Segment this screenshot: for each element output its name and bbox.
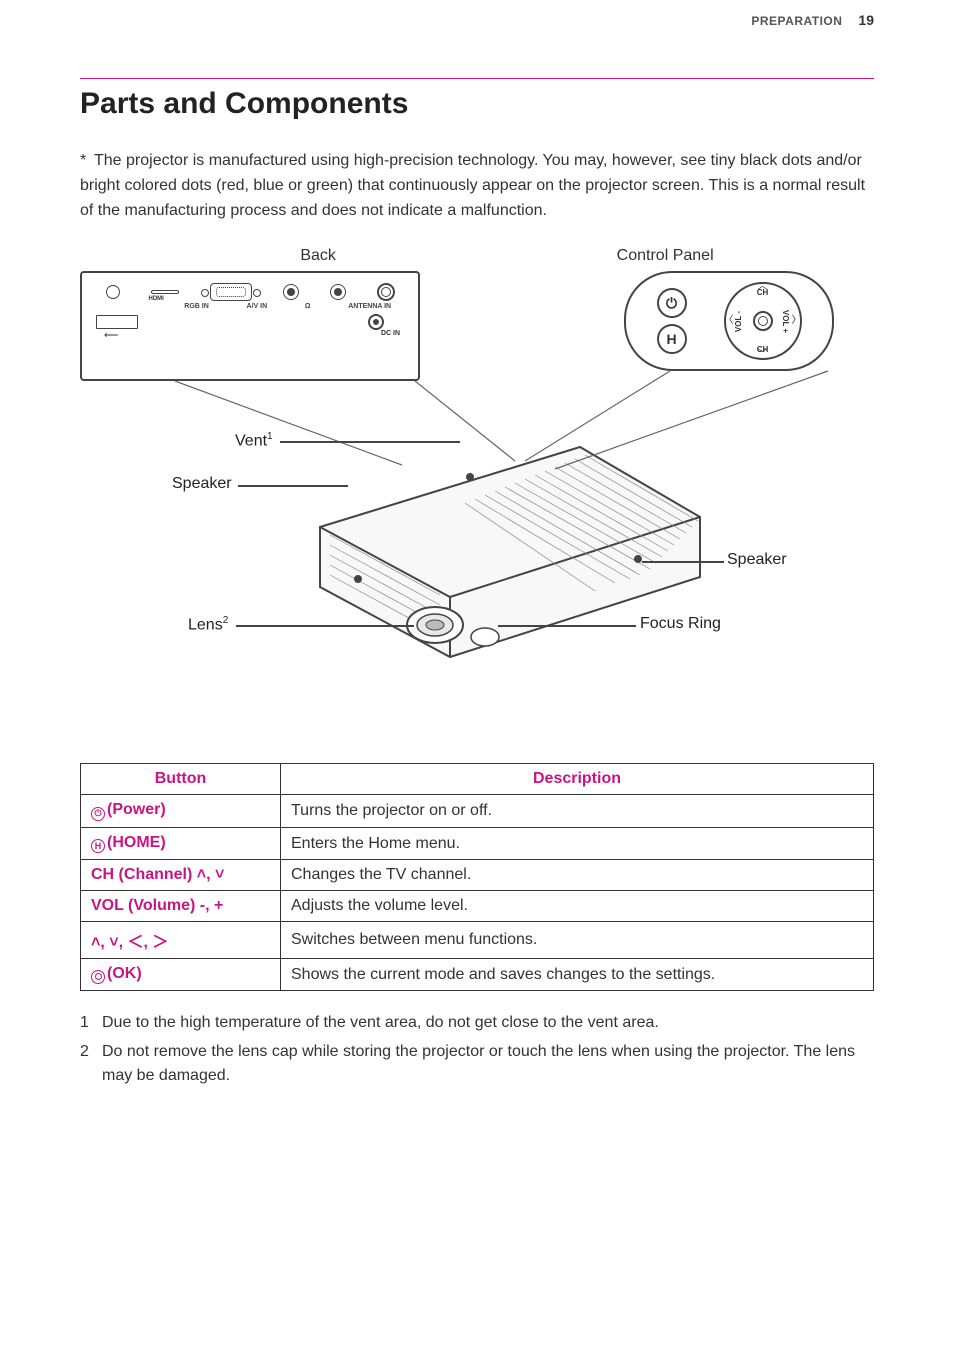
table-row: ˄, ˅, ＜, ＞ Switches between menu functio…	[81, 922, 874, 959]
vol-left: VOL -	[734, 311, 743, 332]
footnote-2-text: Do not remove the lens cap while storing…	[102, 1040, 874, 1090]
focus-ring-label: Focus Ring	[640, 615, 721, 633]
back-label: Back	[300, 247, 336, 265]
chevron-down-icon: ﹀	[758, 350, 768, 360]
control-panel-label: Control Panel	[617, 247, 714, 265]
btn-ok: (OK)	[81, 959, 281, 991]
table-row: VOL (Volume) -, + Adjusts the volume lev…	[81, 891, 874, 922]
btn-power: ⏻(Power)	[81, 795, 281, 828]
buttons-table: Button Description ⏻(Power) Turns the pr…	[80, 763, 874, 991]
antenna-port	[377, 283, 395, 301]
table-row: ⏻(Power) Turns the projector on or off.	[81, 795, 874, 828]
lens-label: Lens2	[188, 615, 228, 634]
ok-icon	[91, 970, 105, 984]
ok-center-icon	[753, 311, 773, 331]
page-title: Parts and Components	[80, 87, 874, 121]
av-in-port	[283, 284, 299, 300]
btn-arrows: ˄, ˅, ＜, ＞	[81, 922, 281, 959]
speaker-left-label: Speaker	[172, 475, 232, 493]
desc-arrows: Switches between menu functions.	[281, 922, 874, 959]
speaker-right-leader	[642, 561, 724, 563]
chevron-right-icon: 〉	[792, 316, 802, 326]
dpad: CH CH VOL - VOL + ︿ ﹀ 〈 〉	[724, 282, 802, 360]
btn-channel: CH (Channel) ˄, ˅	[81, 860, 281, 891]
diagram-area: Back Control Panel HDMI RGB IN A/V IN Ω	[80, 247, 874, 727]
focus-ring-leader	[498, 625, 636, 627]
hdmi-label: HDMI	[149, 296, 164, 302]
vol-right: VOL +	[781, 310, 790, 333]
control-panel: ⏻ H CH CH VOL - VOL + ︿ ﹀ 〈 〉	[624, 271, 834, 371]
back-panel: HDMI RGB IN A/V IN Ω ANTENNA IN ⟵ DC I	[80, 271, 420, 381]
section-label: PREPARATION	[751, 14, 842, 28]
dc-in-port	[368, 314, 384, 330]
th-button: Button	[81, 764, 281, 795]
vent-leader	[280, 441, 460, 443]
page-header: PREPARATION 19	[80, 12, 874, 28]
power-button-icon: ⏻	[657, 288, 687, 318]
desc-channel: Changes the TV channel.	[281, 860, 874, 891]
th-description: Description	[281, 764, 874, 795]
ant-label: ANTENNA IN	[348, 303, 391, 310]
power-icon: ⏻	[91, 807, 105, 821]
avin-label: A/V IN	[247, 303, 268, 310]
lens-leader	[236, 625, 414, 627]
footnote-1: 1 Due to the high temperature of the ven…	[80, 1011, 874, 1036]
table-row: H(HOME) Enters the Home menu.	[81, 827, 874, 860]
footnote-2: 2 Do not remove the lens cap while stori…	[80, 1040, 874, 1090]
footnotes: 1 Due to the high temperature of the ven…	[80, 1011, 874, 1089]
speaker-left-leader	[238, 485, 348, 487]
desc-power: Turns the projector on or off.	[281, 795, 874, 828]
home-button-icon: H	[657, 324, 687, 354]
table-row: (OK) Shows the current mode and saves ch…	[81, 959, 874, 991]
intro-text: The projector is manufactured using high…	[80, 152, 865, 219]
speaker-right-label: Speaker	[727, 551, 787, 569]
desc-ok: Shows the current mode and saves changes…	[281, 959, 874, 991]
dcin-label: DC IN	[381, 330, 418, 341]
usb-icon: ⟵	[82, 330, 118, 341]
rgb-label: RGB IN	[184, 303, 209, 310]
rgb-port	[210, 283, 252, 301]
desc-volume: Adjusts the volume level.	[281, 891, 874, 922]
header-rule	[80, 78, 874, 79]
home-icon: H	[91, 839, 105, 853]
page-number: 19	[858, 12, 874, 28]
intro-paragraph: *The projector is manufactured using hig…	[80, 149, 874, 223]
asterisk: *	[80, 149, 94, 174]
chevron-up-icon: ︿	[758, 282, 768, 292]
footnote-1-text: Due to the high temperature of the vent …	[102, 1011, 659, 1036]
desc-home: Enters the Home menu.	[281, 827, 874, 860]
btn-volume: VOL (Volume) -, +	[81, 891, 281, 922]
btn-home: H(HOME)	[81, 827, 281, 860]
vent-label: Vent1	[235, 431, 273, 450]
hdmi-port	[151, 290, 179, 294]
table-row: CH (Channel) ˄, ˅ Changes the TV channel…	[81, 860, 874, 891]
headphone-port	[330, 284, 346, 300]
hp-label: Ω	[305, 303, 311, 310]
port-circle	[106, 285, 120, 299]
chevron-left-icon: 〈	[724, 316, 734, 326]
usb-port	[96, 315, 138, 329]
